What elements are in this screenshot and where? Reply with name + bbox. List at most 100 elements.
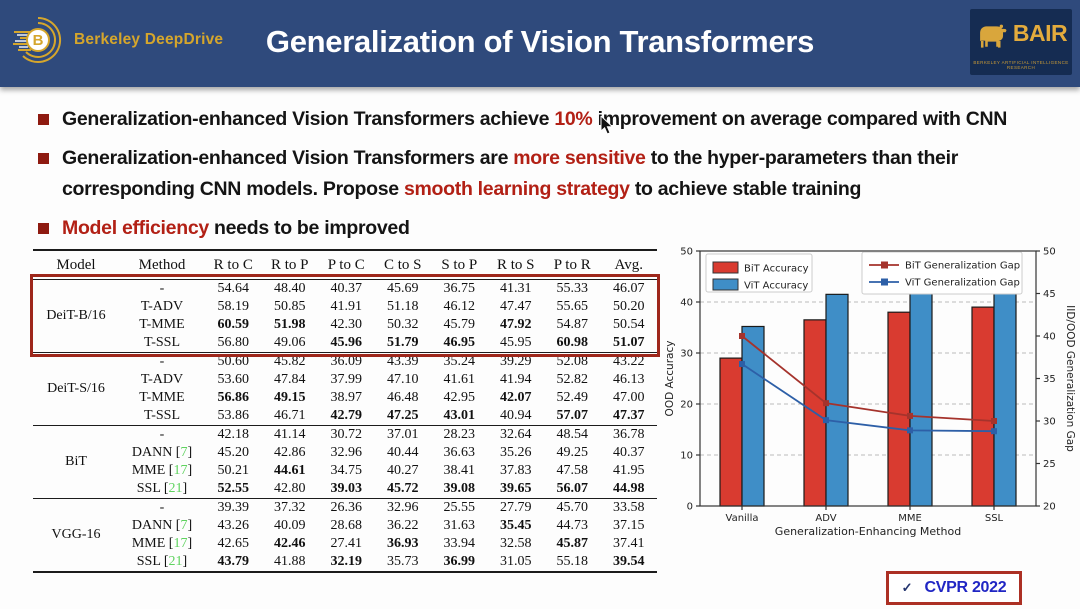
- method-cell: SSL [21]: [136, 481, 188, 496]
- berkeley-deepdrive-logo: B Berkeley DeepDrive: [12, 14, 223, 66]
- value-cell: 41.31: [500, 281, 532, 296]
- value-cell: 41.88: [274, 554, 306, 569]
- value-cell: 50.85: [274, 299, 306, 314]
- value-cell: 46.07: [613, 281, 645, 296]
- table-row: SSL [21] 52.55 42.80 39.03 45.72 39.08 39.65 56…: [33, 480, 657, 499]
- value-cell: 49.06: [274, 335, 306, 350]
- method-cell: T-SSL: [143, 408, 181, 423]
- value-cell: 43.79: [217, 554, 250, 569]
- value-cell: 40.37: [330, 281, 363, 296]
- value-cell: 37.15: [613, 518, 645, 533]
- value-cell: 47.84: [274, 372, 306, 387]
- table-header-cell: Avg.: [600, 250, 657, 280]
- value-cell: 35.73: [387, 554, 419, 569]
- bullet-text: Model efficiency needs to be improved: [62, 217, 410, 239]
- model-cell: DeiT-S/16: [47, 381, 105, 396]
- value-cell: 52.08: [556, 354, 589, 369]
- method-cell: -: [159, 427, 165, 442]
- value-cell: 44.98: [613, 481, 645, 496]
- table-row: DANN [7] 45.20 42.86 32.96 40.44 36.63 35.26 49…: [33, 444, 657, 462]
- value-cell: 42.65: [217, 536, 250, 551]
- value-cell: 50.20: [613, 299, 645, 314]
- value-cell: 52.49: [556, 390, 589, 405]
- svg-text:SSL: SSL: [985, 513, 1004, 524]
- bullet-square-icon: [38, 114, 49, 125]
- table-row: T-SSL 56.80 49.06 45.96 51.79 46.95 45.95 60.98…: [33, 334, 657, 353]
- table-header-cell: Method: [119, 250, 205, 280]
- value-cell: 50.32: [387, 317, 419, 332]
- value-cell: 45.87: [556, 536, 589, 551]
- value-cell: 42.18: [217, 427, 250, 442]
- value-cell: 48.54: [556, 427, 589, 442]
- svg-text:10: 10: [680, 451, 693, 462]
- value-cell: 42.30: [330, 317, 363, 332]
- value-cell: 33.94: [443, 536, 476, 551]
- value-cell: 42.07: [500, 390, 532, 405]
- value-cell: 42.95: [443, 390, 476, 405]
- value-cell: 53.86: [217, 408, 250, 423]
- method-cell: DANN [7]: [131, 445, 193, 460]
- bullet-item: Model efficiency needs to be improved: [38, 213, 1050, 244]
- value-cell: 57.07: [556, 408, 589, 423]
- bullet-item: Generalization-enhanced Vision Transform…: [38, 104, 1050, 135]
- value-cell: 39.65: [500, 481, 532, 496]
- value-cell: 50.60: [217, 354, 250, 369]
- value-cell: 41.14: [274, 427, 306, 442]
- value-cell: 39.08: [443, 481, 476, 496]
- table-row: T-ADV 53.60 47.84 37.99 47.10 41.61 41.94 52.82…: [33, 371, 657, 389]
- method-cell: T-MME: [139, 390, 185, 405]
- value-cell: 38.41: [443, 463, 476, 478]
- table-row: DANN [7] 43.26 40.09 28.68 36.22 31.63 35.45 44…: [33, 517, 657, 535]
- svg-text:ViT Accuracy: ViT Accuracy: [744, 281, 808, 292]
- value-cell: 51.98: [274, 317, 306, 332]
- method-cell: -: [159, 354, 165, 369]
- bdd-logo-icon: B: [13, 16, 62, 63]
- svg-text:IID/OOD Generalization Gap: IID/OOD Generalization Gap: [1064, 305, 1076, 452]
- value-cell: 49.25: [556, 445, 589, 460]
- value-cell: 47.37: [613, 408, 645, 423]
- method-cell: -: [159, 281, 165, 296]
- bdd-logo-text: Berkeley DeepDrive: [74, 31, 224, 48]
- table-row: T-SSL 53.86 46.71 42.79 47.25 43.01 40.94 57.07…: [33, 407, 657, 426]
- table-header-cell: C to S: [374, 250, 431, 280]
- svg-text:BiT Generalization Gap: BiT Generalization Gap: [905, 261, 1020, 272]
- bullet-text: Generalization-enhanced Vision Transform…: [62, 108, 1008, 130]
- value-cell: 32.96: [387, 500, 419, 515]
- value-cell: 32.19: [330, 554, 363, 569]
- value-cell: 37.01: [387, 427, 419, 442]
- table-row: T-MME 60.59 51.98 42.30 50.32 45.79 47.92 54.87…: [33, 316, 657, 334]
- value-cell: 43.26: [217, 518, 250, 533]
- header-bar: B Berkeley DeepDrive Generalization of V…: [0, 0, 1080, 87]
- table-header-cell: P to R: [544, 250, 601, 280]
- table-row: T-MME 56.86 49.15 38.97 46.48 42.95 42.07 52.49…: [33, 389, 657, 407]
- bullet-list: Generalization-enhanced Vision Transform…: [38, 104, 1050, 252]
- value-cell: 51.79: [387, 335, 419, 350]
- value-cell: 36.99: [443, 554, 476, 569]
- value-cell: 35.24: [443, 354, 476, 369]
- value-cell: 54.64: [217, 281, 250, 296]
- value-cell: 36.93: [387, 536, 419, 551]
- bullet-square-icon: [38, 223, 49, 234]
- value-cell: 42.79: [330, 408, 363, 423]
- svg-text:ADV: ADV: [815, 513, 836, 524]
- value-cell: 48.40: [274, 281, 306, 296]
- svg-text:50: 50: [1043, 247, 1056, 258]
- table-header-cell: Model: [33, 250, 119, 280]
- cvpr-badge-label: CVPR 2022: [924, 579, 1007, 596]
- value-cell: 49.15: [274, 390, 306, 405]
- svg-text:30: 30: [1043, 417, 1056, 428]
- method-cell: T-ADV: [140, 299, 184, 314]
- value-cell: 41.95: [613, 463, 645, 478]
- value-cell: 36.22: [387, 518, 419, 533]
- value-cell: 32.58: [500, 536, 532, 551]
- value-cell: 44.73: [556, 518, 589, 533]
- value-cell: 50.54: [613, 317, 645, 332]
- value-cell: 42.86: [274, 445, 306, 460]
- model-cell: VGG-16: [51, 527, 101, 542]
- svg-text:0: 0: [687, 502, 693, 513]
- value-cell: 54.87: [556, 317, 589, 332]
- value-cell: 56.80: [217, 335, 250, 350]
- table-header-cell: R to S: [487, 250, 544, 280]
- bullet-text: Generalization-enhanced Vision Transform…: [62, 147, 959, 200]
